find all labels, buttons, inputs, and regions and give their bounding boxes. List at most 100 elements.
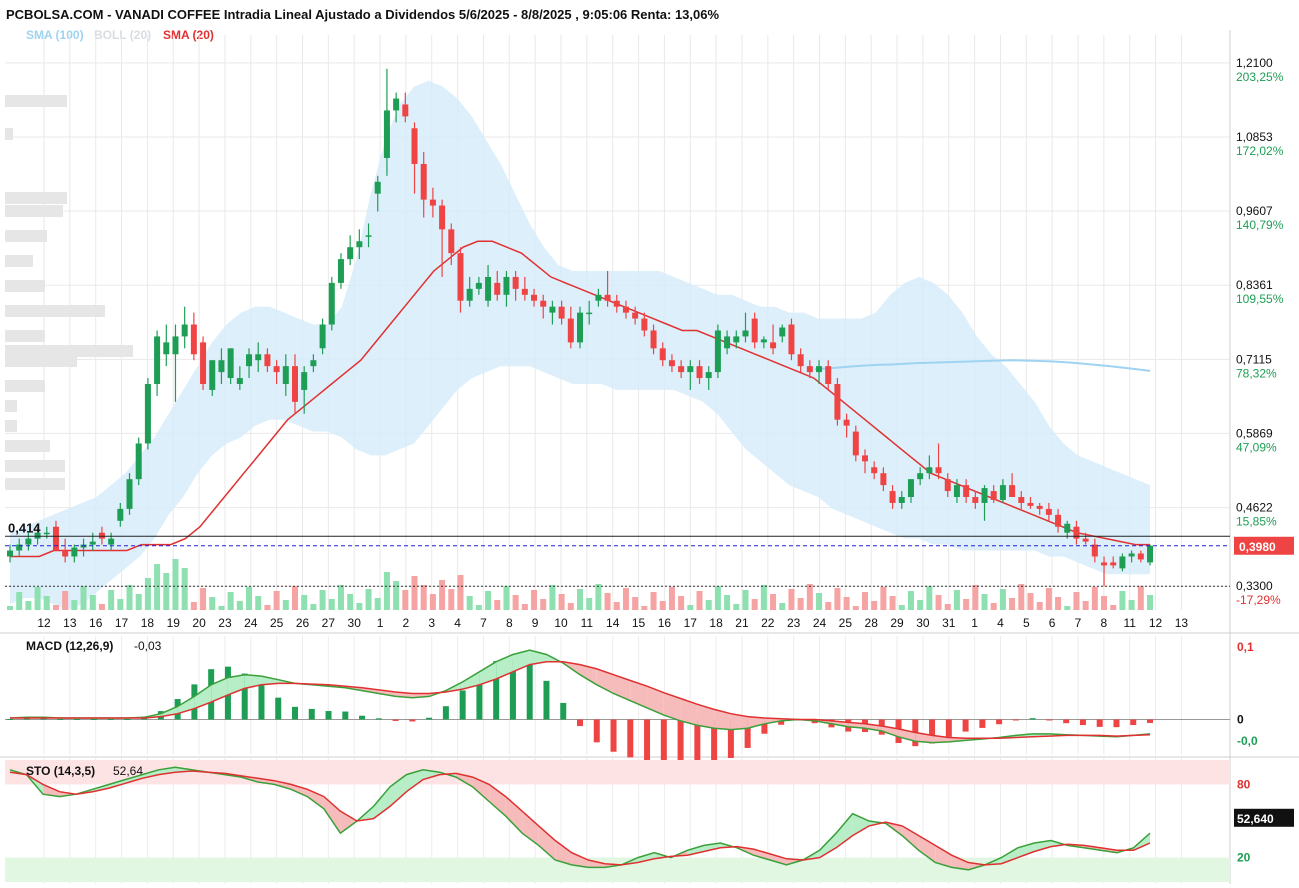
price-tick-label: 1,2100	[1236, 56, 1273, 70]
volume-bar	[834, 588, 841, 610]
volume-bar	[797, 598, 804, 610]
candle-body	[255, 354, 262, 361]
candle	[834, 378, 841, 426]
volume-bar	[512, 595, 519, 610]
candle-body	[944, 479, 951, 492]
sto-fill	[637, 852, 655, 863]
candle	[218, 348, 225, 384]
volume-profile-bar	[5, 440, 50, 452]
volume-bar	[604, 593, 611, 610]
candle	[1009, 473, 1016, 497]
sto-fill	[770, 853, 787, 865]
volume-bar	[209, 597, 216, 610]
ref-line-label: 0,414	[8, 520, 41, 535]
candle-body	[246, 354, 253, 367]
candle	[705, 366, 712, 390]
volume-bar	[1064, 606, 1071, 610]
candle-body	[7, 550, 13, 557]
volume-bar	[310, 604, 317, 610]
candle-body	[393, 98, 400, 111]
volume-bar	[1018, 584, 1025, 610]
macd-histogram-bar	[409, 719, 416, 722]
macd-histogram-bar	[694, 719, 701, 768]
date-tick-label: 30	[916, 616, 930, 630]
candle-body	[604, 294, 611, 301]
date-tick-label: 25	[839, 616, 853, 630]
sto-fill	[588, 860, 605, 868]
candle	[990, 485, 997, 503]
sto-fill	[819, 833, 837, 858]
candle	[209, 360, 216, 396]
candle	[733, 330, 740, 349]
macd-histogram-bar	[1096, 719, 1103, 727]
candle-body	[200, 342, 207, 384]
macd-histogram-bar	[1147, 719, 1153, 723]
volume-bar	[540, 599, 547, 610]
sto-fill	[753, 849, 770, 861]
date-tick-label: 26	[296, 616, 310, 630]
candle	[678, 360, 685, 379]
candle-body	[1018, 497, 1025, 503]
volume-bar	[328, 599, 335, 610]
volume-bar	[825, 602, 832, 610]
sto-fill	[687, 845, 704, 856]
candle-body	[1064, 523, 1071, 533]
macd-histogram-bar	[526, 663, 533, 720]
volume-bar	[1073, 592, 1080, 610]
volume-bar	[80, 586, 87, 610]
date-tick-label: 17	[684, 616, 698, 630]
volume-bar	[724, 595, 731, 610]
volume-bar	[871, 601, 878, 610]
macd-fill	[613, 674, 631, 701]
candle	[347, 235, 354, 266]
volume-bar	[696, 591, 703, 610]
volume-bar	[705, 600, 712, 610]
candle	[144, 378, 151, 450]
volume-bar	[190, 602, 197, 610]
macd-tick-label: -0,0	[1237, 734, 1258, 748]
candle-body	[862, 455, 868, 462]
candle	[889, 485, 896, 509]
macd-histogram-bar	[929, 719, 936, 744]
candle-body	[337, 259, 344, 283]
macd-histogram-bar	[1113, 719, 1120, 728]
candle	[770, 324, 777, 355]
volume-bar	[843, 597, 850, 610]
volume-profile-bar	[5, 280, 45, 292]
price-tick-pct: 140,79%	[1236, 218, 1284, 232]
candle	[862, 449, 868, 474]
candle-body	[622, 306, 629, 313]
macd-fill	[630, 680, 648, 708]
price-tick-pct: 15,85%	[1236, 515, 1277, 529]
volume-bar	[632, 597, 639, 610]
volume-bar	[108, 590, 115, 610]
price-tick-pct: 47,09%	[1236, 440, 1277, 454]
candle-body	[650, 330, 657, 349]
sto-fill	[918, 835, 936, 863]
date-tick-label: 19	[167, 616, 181, 630]
macd-histogram-bar	[442, 706, 449, 720]
candle	[98, 526, 105, 545]
macd-histogram-bar	[426, 717, 433, 720]
volume-bar	[181, 568, 188, 610]
volume-bar	[622, 588, 629, 610]
volume-bar	[163, 573, 170, 610]
candle-body	[705, 372, 712, 379]
candle-body	[1119, 556, 1126, 569]
price-tick-pct: -17,29%	[1236, 593, 1281, 607]
candle-body	[181, 324, 188, 337]
volume-bar	[641, 606, 648, 610]
candle-body	[1045, 508, 1052, 515]
candle-body	[889, 491, 896, 503]
macd-fill	[596, 668, 614, 694]
macd-histogram-bar	[107, 718, 114, 720]
macd-line	[9, 649, 1151, 744]
candle-body	[714, 330, 721, 373]
candle	[1082, 532, 1089, 545]
candle	[356, 229, 363, 260]
volume-bar	[466, 596, 473, 610]
candle	[944, 473, 951, 497]
macd-fill	[747, 716, 765, 729]
date-tick-label: 9	[532, 616, 539, 630]
